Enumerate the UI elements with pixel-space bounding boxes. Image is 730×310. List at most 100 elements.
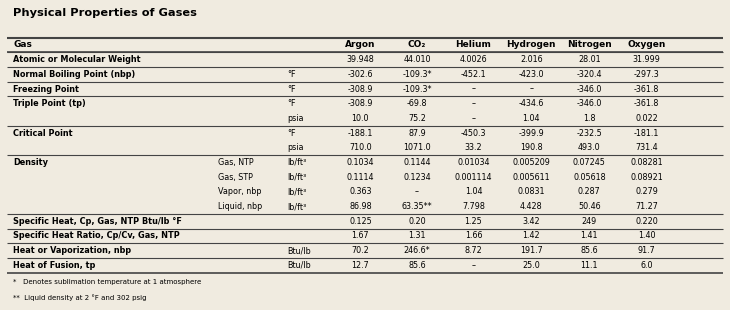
Text: 0.0831: 0.0831 (518, 187, 545, 196)
Text: °F: °F (288, 129, 296, 138)
Text: °F: °F (288, 85, 296, 94)
Text: -346.0: -346.0 (577, 99, 602, 108)
Text: 0.005611: 0.005611 (512, 173, 550, 182)
Text: 246.6*: 246.6* (404, 246, 430, 255)
Text: 44.010: 44.010 (403, 55, 431, 64)
Text: 31.999: 31.999 (633, 55, 661, 64)
Text: 0.1144: 0.1144 (403, 158, 431, 167)
Text: 33.2: 33.2 (464, 143, 483, 152)
Text: 0.005209: 0.005209 (512, 158, 550, 167)
Text: Freezing Point: Freezing Point (13, 85, 79, 94)
Text: lb/ft³: lb/ft³ (288, 158, 307, 167)
Text: 3.42: 3.42 (523, 217, 540, 226)
Text: Atomic or Molecular Weight: Atomic or Molecular Weight (13, 55, 141, 64)
Text: 0.125: 0.125 (349, 217, 372, 226)
Text: 8.72: 8.72 (464, 246, 483, 255)
Text: -308.9: -308.9 (347, 85, 373, 94)
Text: 63.35**: 63.35** (402, 202, 432, 211)
Text: 1.04: 1.04 (465, 187, 483, 196)
Text: 1.04: 1.04 (523, 114, 540, 123)
Text: 0.08921: 0.08921 (630, 173, 663, 182)
Text: 710.0: 710.0 (349, 143, 372, 152)
Text: lb/ft³: lb/ft³ (288, 173, 307, 182)
Text: 190.8: 190.8 (520, 143, 542, 152)
Text: °F: °F (288, 99, 296, 108)
Text: -452.1: -452.1 (461, 70, 486, 79)
Text: 493.0: 493.0 (578, 143, 601, 152)
Text: 0.20: 0.20 (408, 217, 426, 226)
Text: -232.5: -232.5 (577, 129, 602, 138)
Text: CO₂: CO₂ (408, 40, 426, 49)
Text: 0.1034: 0.1034 (347, 158, 374, 167)
Text: 0.01034: 0.01034 (457, 158, 490, 167)
Text: Btu/lb: Btu/lb (288, 246, 312, 255)
Text: 0.220: 0.220 (635, 217, 658, 226)
Text: Triple Point (tp): Triple Point (tp) (13, 99, 85, 108)
Text: 87.9: 87.9 (408, 129, 426, 138)
Text: Btu/lb: Btu/lb (288, 261, 312, 270)
Text: -361.8: -361.8 (634, 99, 659, 108)
Text: 0.279: 0.279 (635, 187, 658, 196)
Text: 0.001114: 0.001114 (455, 173, 492, 182)
Text: 70.2: 70.2 (352, 246, 369, 255)
Text: 0.1234: 0.1234 (403, 173, 431, 182)
Text: -399.9: -399.9 (518, 129, 545, 138)
Text: 0.07245: 0.07245 (573, 158, 606, 167)
Text: 4.428: 4.428 (520, 202, 542, 211)
Text: -450.3: -450.3 (461, 129, 486, 138)
Text: 1.25: 1.25 (464, 217, 483, 226)
Text: 1.42: 1.42 (523, 232, 540, 241)
Text: 1.8: 1.8 (583, 114, 596, 123)
Text: 249: 249 (582, 217, 597, 226)
Text: -361.8: -361.8 (634, 85, 659, 94)
Text: –: – (472, 114, 475, 123)
Text: –: – (415, 187, 419, 196)
Text: 10.0: 10.0 (352, 114, 369, 123)
Text: -423.0: -423.0 (518, 70, 544, 79)
Text: 12.7: 12.7 (352, 261, 369, 270)
Text: 75.2: 75.2 (408, 114, 426, 123)
Text: –: – (472, 99, 475, 108)
Text: 0.05618: 0.05618 (573, 173, 606, 182)
Text: -346.0: -346.0 (577, 85, 602, 94)
Text: Liquid, nbp: Liquid, nbp (218, 202, 263, 211)
Text: Specific Heat Ratio, Cp/Cv, Gas, NTP: Specific Heat Ratio, Cp/Cv, Gas, NTP (13, 232, 180, 241)
Text: 86.98: 86.98 (349, 202, 372, 211)
Text: -308.9: -308.9 (347, 99, 373, 108)
Text: 85.6: 85.6 (408, 261, 426, 270)
Text: -297.3: -297.3 (634, 70, 659, 79)
Text: 39.948: 39.948 (347, 55, 374, 64)
Text: -302.6: -302.6 (347, 70, 373, 79)
Text: Normal Boiling Point (nbp): Normal Boiling Point (nbp) (13, 70, 135, 79)
Text: Nitrogen: Nitrogen (567, 40, 612, 49)
Text: 1.67: 1.67 (352, 232, 369, 241)
Text: 0.363: 0.363 (349, 187, 372, 196)
Text: Specific Heat, Cp, Gas, NTP Btu/lb °F: Specific Heat, Cp, Gas, NTP Btu/lb °F (13, 217, 182, 226)
Text: Hydrogen: Hydrogen (507, 40, 556, 49)
Text: -181.1: -181.1 (634, 129, 659, 138)
Text: Heat of Fusion, tp: Heat of Fusion, tp (13, 261, 96, 270)
Text: 50.46: 50.46 (578, 202, 601, 211)
Text: 1.40: 1.40 (638, 232, 656, 241)
Text: Helium: Helium (456, 40, 491, 49)
Text: *   Denotes sublimation temperature at 1 atmosphere: * Denotes sublimation temperature at 1 a… (13, 279, 201, 285)
Text: 191.7: 191.7 (520, 246, 542, 255)
Text: Physical Properties of Gases: Physical Properties of Gases (13, 8, 197, 18)
Text: 6.0: 6.0 (640, 261, 653, 270)
Text: Gas, STP: Gas, STP (218, 173, 253, 182)
Text: 1071.0: 1071.0 (403, 143, 431, 152)
Text: 85.6: 85.6 (580, 246, 598, 255)
Text: 25.0: 25.0 (523, 261, 540, 270)
Text: -109.3*: -109.3* (402, 70, 431, 79)
Text: –: – (472, 261, 475, 270)
Text: psia: psia (288, 114, 304, 123)
Text: 7.798: 7.798 (462, 202, 485, 211)
Text: 11.1: 11.1 (580, 261, 598, 270)
Text: -434.6: -434.6 (519, 99, 544, 108)
Text: -188.1: -188.1 (347, 129, 373, 138)
Text: 1.31: 1.31 (408, 232, 426, 241)
Text: lb/ft³: lb/ft³ (288, 202, 307, 211)
Text: Argon: Argon (345, 40, 376, 49)
Text: Critical Point: Critical Point (13, 129, 73, 138)
Text: -320.4: -320.4 (577, 70, 602, 79)
